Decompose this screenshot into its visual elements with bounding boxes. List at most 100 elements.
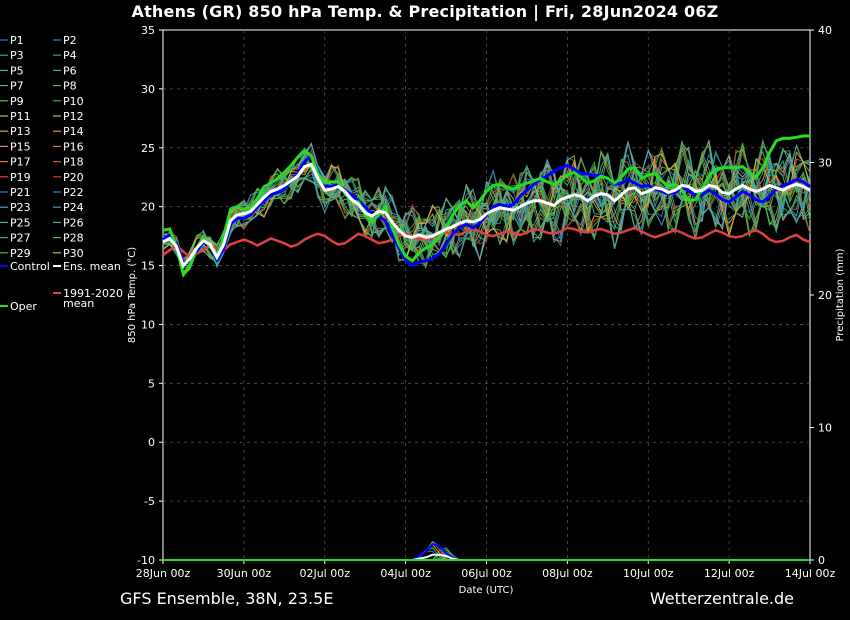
- legend-label-line: P1: [10, 34, 24, 47]
- y-tick-label: 35: [141, 24, 155, 37]
- legend-label: P29: [10, 247, 31, 260]
- legend-label-line: P18: [63, 156, 84, 169]
- legend-label: P21: [10, 186, 31, 199]
- legend-label-line: P9: [10, 95, 24, 108]
- legend-label-line: P11: [10, 110, 31, 123]
- x-axis-label: Date (UTC): [459, 585, 514, 596]
- legend-label: P14: [63, 125, 84, 138]
- legend-label-line: P25: [10, 216, 31, 229]
- legend-label: P8: [63, 80, 77, 93]
- climate-mean-line: [162, 226, 811, 259]
- y2-tick-label: 10: [818, 422, 832, 435]
- x-tick-label: 12Jul 00z: [704, 567, 755, 580]
- legend-label-line: mean: [63, 297, 94, 310]
- x-tick-label: 04Jul 00z: [380, 567, 431, 580]
- legend-label: P7: [10, 80, 24, 93]
- legend-label: P15: [10, 140, 31, 153]
- legend-label-line: P13: [10, 125, 31, 138]
- legend-label: P26: [63, 216, 84, 229]
- legend-label: P30: [63, 247, 84, 260]
- legend-label-line: 1991-2020: [63, 287, 123, 300]
- legend-label-line: P21: [10, 186, 31, 199]
- y-tick-label: 5: [148, 377, 155, 390]
- legend-label: P9: [10, 95, 24, 108]
- x-tick-label: 06Jul 00z: [461, 567, 512, 580]
- legend-label: P20: [63, 171, 84, 184]
- y-tick-label: 20: [141, 201, 155, 214]
- legend-label: P22: [63, 186, 84, 199]
- y-tick-label: -10: [137, 554, 155, 567]
- legend-label: P10: [63, 95, 84, 108]
- y2-tick-label: 40: [818, 24, 832, 37]
- site-credit: Wetterzentrale.de: [649, 589, 794, 608]
- legend-label: P19: [10, 171, 31, 184]
- legend-label-line: P3: [10, 49, 24, 62]
- main-series: [162, 134, 811, 278]
- legend-label-line: P27: [10, 232, 31, 245]
- x-tick-label: 28Jun 00z: [136, 567, 191, 580]
- y2-tick-label: 20: [818, 289, 832, 302]
- x-tick-label: 30Jun 00z: [217, 567, 272, 580]
- x-tick-label: 14Jul 00z: [785, 567, 836, 580]
- legend-label-line: Control: [10, 260, 50, 273]
- legend-label: P17: [10, 156, 31, 169]
- legend-label: Control: [10, 260, 50, 273]
- ens-mean-line: [162, 162, 811, 269]
- legend-label-line: P29: [10, 247, 31, 260]
- legend-label-line: P20: [63, 171, 84, 184]
- legend-label: P11: [10, 110, 31, 123]
- legend-label-line: P28: [63, 232, 84, 245]
- legend-label: P4: [63, 49, 77, 62]
- y-axis-label: 850 hPa Temp. (°C): [127, 247, 138, 343]
- legend-label-line: P24: [63, 201, 84, 214]
- legend-label: P13: [10, 125, 31, 138]
- legend-label: P16: [63, 140, 84, 153]
- legend-label: P25: [10, 216, 31, 229]
- legend-label: P1: [10, 34, 24, 47]
- legend: P1 P2 P3 P4 P5 P6 P7 P8 P9 P10 P11 P12 P13 P14 P15 P16 P…: [0, 34, 123, 313]
- legend-label-line: P16: [63, 140, 84, 153]
- legend-label-line: P12: [63, 110, 84, 123]
- legend-label-line: P26: [63, 216, 84, 229]
- legend-label-line: Ens. mean: [63, 260, 121, 273]
- member-line-p20: [162, 148, 811, 261]
- legend-label: P23: [10, 201, 31, 214]
- legend-label: P2: [63, 34, 77, 47]
- legend-label-line: P8: [63, 80, 77, 93]
- y2-tick-label: 0: [818, 554, 825, 567]
- x-tick-label: 02Jul 00z: [299, 567, 350, 580]
- y-tick-label: 0: [148, 436, 155, 449]
- legend-label-line: P19: [10, 171, 31, 184]
- legend-label-line: P17: [10, 156, 31, 169]
- y-tick-label: 25: [141, 142, 155, 155]
- legend-label: P28: [63, 232, 84, 245]
- legend-label-line: P22: [63, 186, 84, 199]
- legend-label: P5: [10, 64, 24, 77]
- legend-label-line: P5: [10, 64, 24, 77]
- member-line-p21: [162, 149, 811, 276]
- legend-label-line: P10: [63, 95, 84, 108]
- legend-label: 1991-2020 mean: [63, 287, 123, 310]
- x-tick-label: 08Jul 00z: [542, 567, 593, 580]
- y2-axis-ticks: 0 10 20 30 40: [810, 24, 832, 567]
- legend-label-line: P6: [63, 64, 77, 77]
- x-tick-label: 10Jul 00z: [623, 567, 674, 580]
- legend-label: P27: [10, 232, 31, 245]
- legend-label: P12: [63, 110, 84, 123]
- legend-label-line: P15: [10, 140, 31, 153]
- y-tick-label: -5: [144, 495, 155, 508]
- precipitation-lines: [163, 540, 810, 561]
- legend-label-line: P14: [63, 125, 84, 138]
- y-axis-ticks: -10 -5 0 5 10 15 20 25 30 35: [137, 24, 163, 567]
- y2-tick-label: 30: [818, 157, 832, 170]
- legend-label: Oper: [10, 300, 37, 313]
- legend-label: P6: [63, 64, 77, 77]
- y-tick-label: 30: [141, 83, 155, 96]
- model-info: GFS Ensemble, 38N, 23.5E: [120, 589, 334, 608]
- legend-label-line: P30: [63, 247, 84, 260]
- legend-label-line: Oper: [10, 300, 37, 313]
- legend-label-line: P2: [63, 34, 77, 47]
- y-tick-label: 15: [141, 260, 155, 273]
- chart-title: Athens (GR) 850 hPa Temp. & Precipitatio…: [131, 2, 719, 21]
